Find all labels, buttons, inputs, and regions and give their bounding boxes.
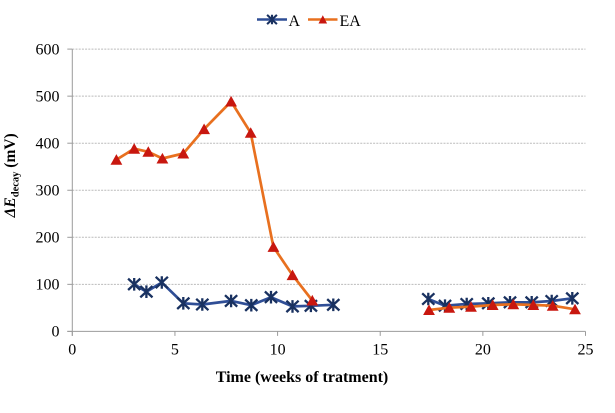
svg-text:Time (weeks of tratment): Time (weeks of tratment): [216, 369, 389, 386]
svg-text:10: 10: [270, 342, 286, 359]
svg-text:100: 100: [36, 277, 60, 294]
svg-text:25: 25: [578, 342, 594, 359]
svg-text:ΔEdecay (mV): ΔEdecay (mV): [2, 133, 22, 218]
svg-text:5: 5: [171, 342, 179, 359]
svg-text:20: 20: [475, 342, 491, 359]
svg-text:500: 500: [36, 88, 60, 105]
svg-text:400: 400: [36, 135, 60, 152]
svg-text:600: 600: [36, 41, 60, 58]
svg-text:15: 15: [372, 342, 388, 359]
svg-text:EA: EA: [340, 13, 362, 30]
svg-text:200: 200: [36, 230, 60, 247]
svg-text:0: 0: [52, 324, 60, 341]
svg-text:0: 0: [68, 342, 76, 359]
svg-text:300: 300: [36, 182, 60, 199]
svg-text:A: A: [289, 13, 301, 30]
